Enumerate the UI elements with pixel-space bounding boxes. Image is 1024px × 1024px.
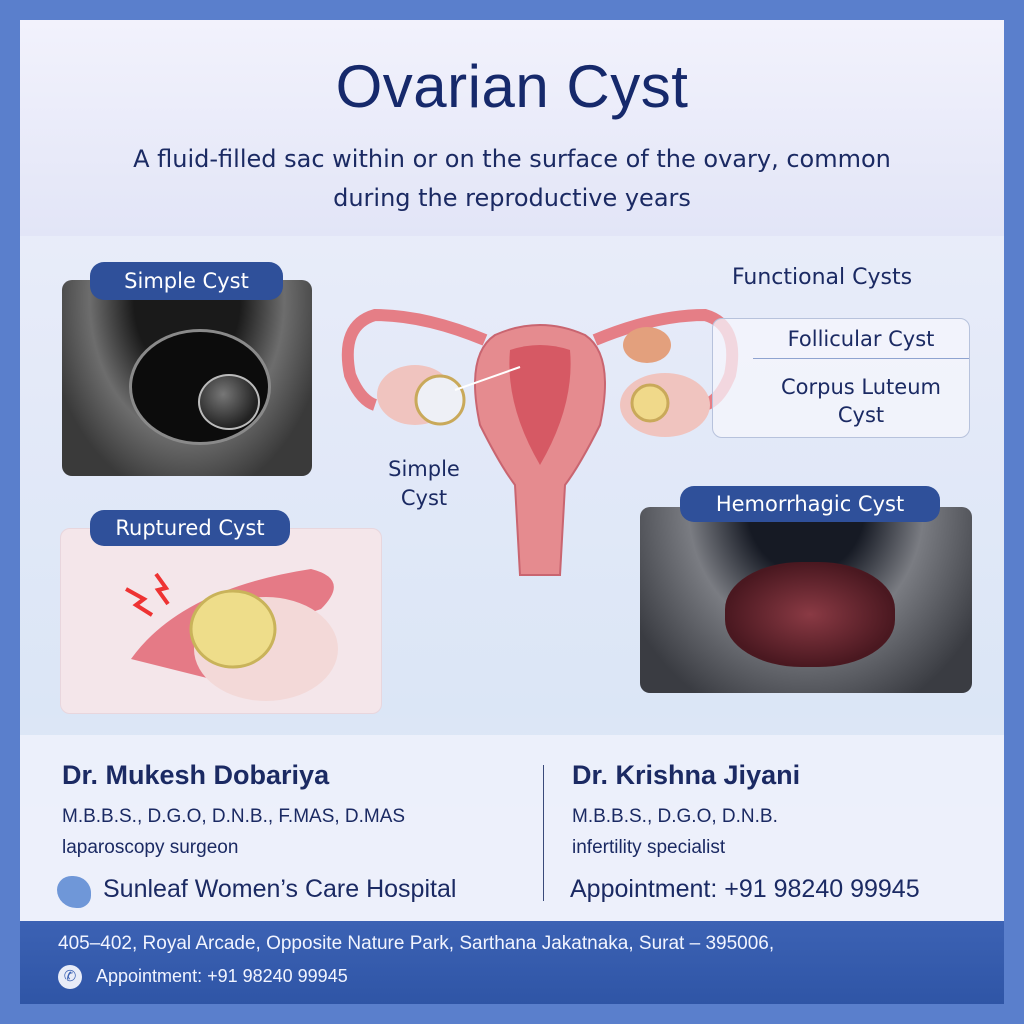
doctor-1-name: Dr. Mukesh Dobariya bbox=[62, 760, 330, 790]
uterus-diagram bbox=[341, 308, 739, 576]
footer-appointment[interactable]: Appointment: +91 98240 99945 bbox=[96, 966, 348, 986]
cyst-shape bbox=[725, 562, 895, 667]
doctor-2-specialty: infertility specialist bbox=[572, 837, 726, 858]
ruptured-cyst-drawing bbox=[125, 569, 338, 701]
hemorrhagic-cyst-ultrasound-image bbox=[640, 507, 972, 693]
ruptured-cyst-illustration bbox=[60, 528, 382, 714]
appointment-phone[interactable]: Appointment: +91 98240 99945 bbox=[570, 875, 920, 903]
label-line: Simple bbox=[388, 457, 460, 481]
hemorrhagic-cyst-label: Hemorrhagic Cyst bbox=[680, 486, 940, 522]
functional-cysts-box: Follicular Cyst Corpus Luteum Cyst bbox=[712, 318, 970, 438]
hospital-logo-icon bbox=[57, 876, 91, 908]
simple-cyst-marker bbox=[414, 374, 466, 426]
simple-cyst-ultrasound-image bbox=[62, 280, 312, 476]
header-band bbox=[20, 20, 1004, 236]
label-line: Cyst bbox=[400, 486, 448, 510]
phone-icon: ✆ bbox=[58, 965, 82, 989]
functional-cysts-heading: Functional Cysts bbox=[731, 265, 913, 290]
doctor-2-degrees: M.B.B.S., D.G.O, D.N.B. bbox=[572, 806, 778, 827]
doctors-section bbox=[20, 735, 1004, 921]
address: 405–402, Royal Arcade, Opposite Nature P… bbox=[58, 933, 775, 954]
divider bbox=[543, 765, 544, 901]
simple-cyst-diagram-label: Simple Cyst bbox=[370, 455, 478, 513]
doctor-1-degrees: M.B.B.S., D.G.O, D.N.B., F.MAS, D.MAS bbox=[62, 806, 406, 827]
corpus-luteum-item-cont: Cyst bbox=[837, 403, 885, 427]
hospital-name: Sunleaf Women’s Care Hospital bbox=[103, 875, 457, 903]
page-subtitle: A fluid-filled sac within or on the surf… bbox=[60, 140, 964, 218]
doctor-1-specialty: laparoscopy surgeon bbox=[62, 837, 239, 858]
simple-cyst-label: Simple Cyst bbox=[90, 262, 283, 300]
corpus-luteum-item: Corpus Luteum bbox=[781, 375, 941, 399]
subtitle-line: during the reproductive years bbox=[333, 184, 691, 212]
subtitle-line: A fluid-filled sac within or on the surf… bbox=[133, 145, 891, 173]
cyst-shape bbox=[198, 374, 260, 430]
follicular-cyst-item: Follicular Cyst bbox=[753, 319, 969, 359]
doctor-2-name: Dr. Krishna Jiyani bbox=[572, 760, 801, 790]
footer-band: 405–402, Royal Arcade, Opposite Nature P… bbox=[20, 921, 1004, 1004]
ruptured-cyst-label: Ruptured Cyst bbox=[90, 510, 290, 546]
page-title: Ovarian Cyst bbox=[335, 53, 689, 120]
